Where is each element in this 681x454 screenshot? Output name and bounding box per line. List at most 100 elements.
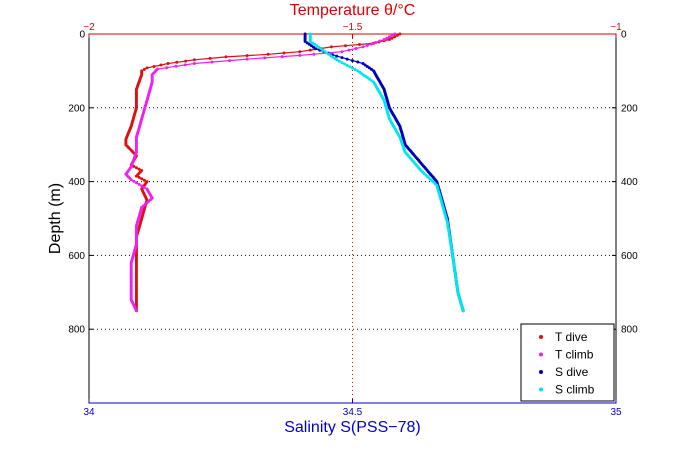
legend-entry: T climb <box>539 348 594 362</box>
data-point <box>142 178 146 182</box>
data-point <box>461 309 465 313</box>
data-point <box>393 32 397 36</box>
data-point <box>335 58 339 62</box>
data-point <box>370 67 373 71</box>
data-point <box>387 38 391 41</box>
data-point <box>192 58 196 62</box>
data-point <box>340 61 344 65</box>
data-point <box>361 45 365 49</box>
y-tick-label-right: 800 <box>621 325 638 336</box>
data-point <box>152 65 156 68</box>
data-point <box>313 42 317 46</box>
data-point <box>351 59 354 63</box>
data-point <box>308 39 312 43</box>
data-point <box>134 181 138 185</box>
data-point <box>398 32 402 36</box>
data-point <box>390 36 394 40</box>
data-point <box>208 56 212 60</box>
legend-label: S dive <box>555 365 589 379</box>
legend-entry: S dive <box>539 365 589 379</box>
data-point <box>395 33 399 37</box>
x-top-tick-label: −1.5 <box>343 22 363 33</box>
data-point <box>137 175 141 179</box>
y-axis-title: Depth (m) <box>47 183 64 254</box>
data-point <box>314 47 318 51</box>
data-point <box>348 65 352 69</box>
data-point <box>266 52 270 56</box>
data-point <box>280 55 284 59</box>
data-point <box>361 62 365 65</box>
y-tick-label-right: 600 <box>621 251 638 262</box>
y-tick-label-right: 400 <box>621 177 638 188</box>
data-point <box>245 54 249 58</box>
data-point <box>174 64 178 68</box>
data-point <box>390 33 394 37</box>
data-point <box>137 167 141 171</box>
data-point <box>337 59 341 63</box>
series-layer <box>124 32 465 313</box>
y-tick-label-left: 800 <box>68 325 85 336</box>
data-point <box>385 36 389 40</box>
grid <box>89 34 616 403</box>
data-point <box>343 62 347 66</box>
legend-label: S climb <box>555 383 595 397</box>
data-point <box>145 66 149 70</box>
legend-entry: T dive <box>539 330 588 344</box>
data-point <box>347 48 351 52</box>
x-bottom-tick-label: 34 <box>83 407 95 418</box>
data-point <box>378 39 382 43</box>
legend-marker <box>539 387 543 392</box>
data-point <box>137 182 141 186</box>
data-point <box>312 45 315 49</box>
data-point <box>134 174 138 178</box>
data-point <box>317 45 321 49</box>
y-tick-label-right: 200 <box>621 103 638 114</box>
x-bottom-tick-label: 35 <box>610 407 622 418</box>
data-point <box>228 59 231 63</box>
data-point <box>335 54 339 58</box>
y-tick-label-left: 200 <box>68 103 85 114</box>
data-point <box>310 41 314 45</box>
legend-box <box>520 323 615 402</box>
legend-marker <box>539 335 543 339</box>
data-point <box>263 56 267 60</box>
legend-label: T dive <box>555 330 588 344</box>
data-point <box>134 309 138 313</box>
legend: T dive T climb S dive S climb <box>520 323 615 402</box>
data-point <box>298 50 302 54</box>
legend-label: T climb <box>555 348 594 362</box>
y-tick-label-left: 400 <box>68 177 85 188</box>
data-point <box>345 57 349 61</box>
data-point <box>224 55 228 59</box>
data-point <box>142 67 146 71</box>
data-point <box>315 44 319 48</box>
data-point <box>183 63 187 67</box>
bottom-axis-title: Salinity S(PSS−78) <box>284 419 421 436</box>
data-point <box>340 56 344 60</box>
axes: 0 0 200 200 400 400 600 600 800 800 34 34.5 35 −2 −1.5… <box>68 22 638 418</box>
data-point <box>374 41 378 44</box>
top-axis-title: Temperature θ/°C <box>290 2 416 19</box>
data-point <box>134 166 138 170</box>
data-point <box>184 59 188 63</box>
y-tick-label-right: 0 <box>621 30 627 41</box>
data-point <box>210 60 214 64</box>
data-point <box>354 47 358 50</box>
data-point <box>142 185 146 189</box>
data-point <box>192 62 196 65</box>
legend-marker <box>539 370 543 374</box>
data-point <box>329 45 333 49</box>
data-point <box>165 66 169 70</box>
data-point <box>303 39 307 43</box>
data-point <box>175 60 179 64</box>
data-point <box>307 42 311 46</box>
data-point <box>140 184 144 188</box>
y-tick-label-left: 600 <box>68 251 85 262</box>
data-point <box>367 66 371 70</box>
data-point <box>358 43 361 46</box>
data-point <box>382 38 386 41</box>
data-point <box>159 63 163 67</box>
data-point <box>363 63 367 67</box>
data-point <box>309 44 313 48</box>
